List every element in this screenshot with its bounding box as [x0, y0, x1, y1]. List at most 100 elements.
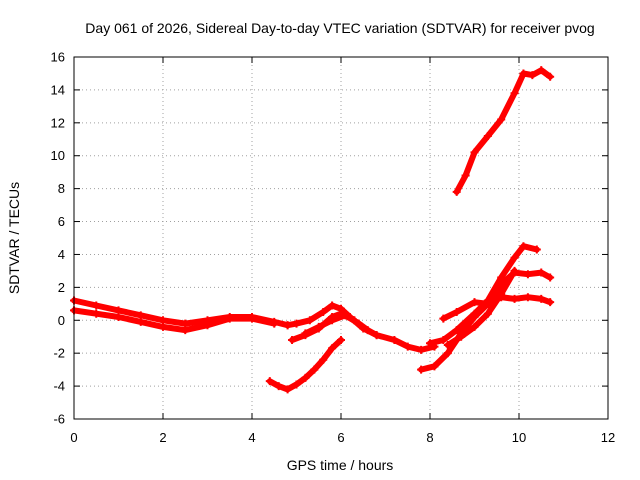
data-point [328, 316, 337, 325]
x-tick-label: 12 [601, 430, 615, 445]
data-point [546, 298, 555, 307]
series-line [444, 267, 518, 348]
data-point [532, 245, 541, 254]
data-point [483, 131, 492, 140]
data-point [497, 115, 506, 124]
data-point [470, 322, 479, 331]
data-point [319, 308, 328, 317]
data-point [470, 312, 479, 321]
y-tick-label: 16 [51, 50, 65, 65]
data-point [248, 314, 256, 323]
y-tick-label: -6 [53, 412, 65, 427]
data-point [523, 270, 532, 279]
series-line [453, 67, 554, 195]
data-point [372, 331, 381, 340]
data-point [328, 301, 337, 310]
data-point [288, 336, 297, 345]
y-tick-label: 8 [58, 181, 65, 196]
x-tick-label: 2 [159, 430, 166, 445]
data-point [314, 322, 323, 331]
data-point [354, 319, 363, 328]
data-point [537, 294, 546, 303]
series-rise-3 [443, 266, 519, 349]
data-point [292, 319, 301, 328]
data-point [461, 171, 470, 180]
data-point [510, 294, 519, 303]
data-point [363, 326, 372, 335]
data-point [443, 340, 452, 349]
data-point [274, 382, 283, 391]
data-point [483, 309, 492, 318]
data-point [181, 326, 190, 335]
data-point [301, 373, 310, 382]
data-point [417, 345, 426, 354]
data-point [483, 299, 492, 308]
y-tick-label: 0 [58, 313, 65, 328]
x-tick-label: 8 [426, 430, 433, 445]
data-series [70, 66, 555, 394]
series-bump-c [301, 311, 381, 340]
y-tick-label: -4 [53, 379, 65, 394]
data-point [430, 362, 439, 371]
data-point [519, 69, 528, 78]
series-high-arc [452, 66, 555, 196]
data-point [497, 289, 506, 298]
data-point [417, 365, 426, 374]
y-tick-label: 14 [51, 82, 65, 97]
y-tick-label: 2 [58, 280, 65, 295]
data-point [270, 319, 279, 328]
data-point [510, 253, 519, 262]
data-point [519, 242, 528, 251]
y-tick-label: 10 [51, 148, 65, 163]
data-point [452, 187, 461, 196]
x-tick-label: 0 [70, 430, 77, 445]
y-tick-label: -2 [53, 346, 65, 361]
data-point [523, 293, 532, 302]
data-point [439, 336, 448, 345]
data-point [136, 317, 145, 326]
y-axis-label: SDTVAR / TECUs [6, 182, 22, 294]
data-point [203, 321, 212, 330]
y-tick-label: 4 [58, 247, 65, 262]
data-point [470, 148, 479, 157]
data-point [319, 355, 328, 364]
series-dip [265, 336, 345, 394]
data-point [301, 329, 310, 338]
data-point [510, 266, 519, 275]
data-point [510, 89, 519, 98]
data-point [114, 312, 123, 321]
data-point [292, 380, 301, 389]
y-tick-label: 12 [51, 115, 65, 130]
x-tick-label: 6 [337, 430, 344, 445]
data-point [305, 316, 314, 325]
data-point [403, 342, 412, 351]
data-point [341, 311, 350, 320]
data-point [328, 344, 337, 353]
data-point [283, 321, 292, 330]
x-tick-label: 4 [248, 430, 255, 445]
data-point [546, 273, 555, 282]
data-point [426, 339, 434, 348]
data-point [452, 308, 461, 317]
data-point [546, 72, 555, 81]
data-point [537, 66, 546, 75]
data-point [265, 377, 274, 386]
data-point [457, 332, 466, 341]
data-point [537, 268, 546, 277]
data-point [337, 336, 345, 345]
data-point [470, 298, 479, 307]
data-point [283, 385, 292, 394]
axis-ticks: 0 2 4 6 8 10 12 -6 -4 -2 0 2 4 6 8 10 12 14 16 [51, 50, 616, 446]
y-tick-label: 6 [58, 214, 65, 229]
data-point [225, 314, 234, 323]
data-point [92, 301, 101, 310]
data-point [390, 336, 399, 345]
chart-title: Day 061 of 2026, Sidereal Day-to-day VTE… [85, 20, 594, 36]
x-axis-label: GPS time / hours [287, 457, 394, 473]
data-point [443, 349, 452, 358]
series-line [71, 307, 278, 334]
data-point [92, 309, 101, 318]
data-point [159, 322, 167, 331]
